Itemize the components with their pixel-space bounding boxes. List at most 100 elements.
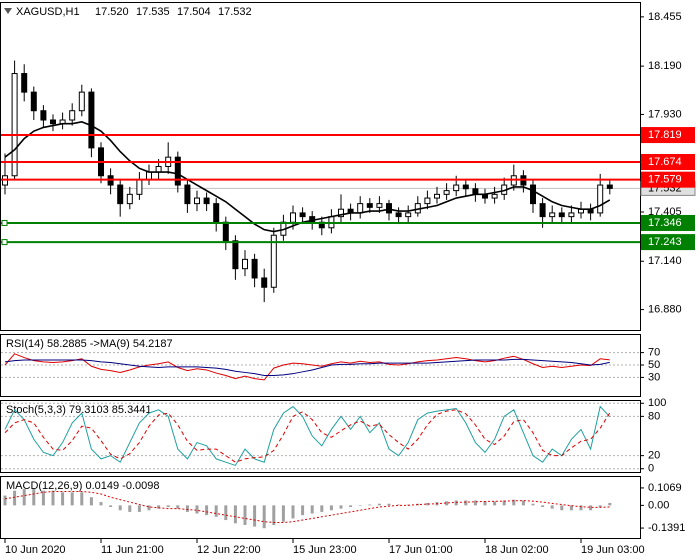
candle-body bbox=[184, 184, 191, 205]
candle-body bbox=[155, 165, 162, 173]
candle-body bbox=[443, 190, 450, 195]
macd-bar bbox=[233, 505, 237, 524]
level-label: 17.819 bbox=[648, 129, 682, 141]
candle-body bbox=[222, 221, 229, 242]
y-tick-label: 16.880 bbox=[648, 303, 682, 315]
candle-body bbox=[50, 119, 56, 125]
chart-title: XAGUSD,H1 bbox=[16, 6, 80, 18]
macd-bar bbox=[272, 505, 276, 525]
y-tick-label: 18.190 bbox=[648, 60, 682, 72]
candle-body bbox=[395, 212, 402, 218]
candle-body bbox=[386, 203, 392, 214]
macd-bar bbox=[358, 505, 362, 506]
macd-bar bbox=[598, 505, 602, 507]
macd-bar bbox=[262, 505, 266, 529]
macd-bar bbox=[464, 500, 468, 506]
candle-body bbox=[453, 184, 460, 192]
macd-bar bbox=[109, 505, 113, 507]
candle-body bbox=[549, 212, 556, 218]
indicator-title: RSI(14) 58.2885 ->MA(9) 54.2187 bbox=[6, 338, 173, 350]
macd-bar bbox=[205, 505, 209, 516]
level-label: 17.674 bbox=[648, 156, 682, 168]
candle-body bbox=[40, 110, 47, 121]
level-label: 17.579 bbox=[648, 174, 682, 186]
macd-bar bbox=[473, 500, 477, 506]
macd-bar bbox=[550, 505, 554, 509]
macd-bar bbox=[377, 503, 381, 506]
candle-body bbox=[606, 184, 613, 189]
quote-high: 17.535 bbox=[136, 6, 170, 18]
macd-bar bbox=[128, 505, 132, 512]
indicator-line bbox=[4, 491, 610, 523]
candle-body bbox=[568, 212, 575, 218]
candle-body bbox=[491, 193, 498, 199]
candle-body bbox=[11, 73, 18, 177]
macd-bar bbox=[137, 505, 141, 512]
candle-body bbox=[472, 188, 479, 195]
macd-bar bbox=[349, 505, 353, 507]
x-tick-label: 17 Jun 01:00 bbox=[389, 544, 453, 556]
macd-bar bbox=[608, 502, 612, 506]
level-label: 17.346 bbox=[648, 217, 682, 229]
panel-frame bbox=[0, 2, 641, 331]
candle-body bbox=[434, 193, 440, 199]
indicator-line bbox=[4, 409, 611, 463]
y-tick-label: 18.455 bbox=[648, 11, 682, 23]
candle-body bbox=[69, 110, 76, 121]
candle-body bbox=[194, 197, 200, 205]
candle-body bbox=[261, 277, 268, 288]
candle-body bbox=[299, 212, 306, 218]
y-tick-label: 100 bbox=[648, 397, 666, 409]
indicator-line bbox=[4, 358, 610, 377]
y-tick-label: 80 bbox=[648, 410, 660, 422]
indicator-line bbox=[4, 405, 611, 467]
x-tick-label: 19 Jun 03:00 bbox=[581, 544, 645, 556]
y-tick-label: 0.1069 bbox=[648, 482, 682, 494]
candle-body bbox=[597, 184, 604, 214]
macd-bar bbox=[541, 505, 545, 507]
level-box bbox=[641, 127, 695, 144]
panel-frame bbox=[0, 400, 641, 473]
macd-bar bbox=[397, 504, 401, 506]
candle-body bbox=[174, 156, 181, 186]
candle-body bbox=[366, 203, 373, 208]
macd-bar bbox=[368, 504, 372, 506]
candle-body bbox=[270, 234, 277, 288]
candle-body bbox=[88, 91, 95, 149]
macd-bar bbox=[80, 492, 84, 506]
candle-body bbox=[213, 203, 220, 223]
candle-body bbox=[21, 73, 28, 93]
candle-body bbox=[558, 212, 565, 218]
macd-bar bbox=[512, 499, 516, 506]
macd-bar bbox=[320, 505, 324, 512]
y-tick-label: 17.140 bbox=[648, 255, 682, 267]
macd-bar bbox=[569, 505, 573, 511]
macd-bar bbox=[483, 501, 487, 506]
indicator-line bbox=[4, 353, 610, 381]
macd-bar bbox=[214, 505, 218, 517]
symbol-icon bbox=[4, 8, 12, 14]
macd-bar bbox=[560, 505, 564, 511]
y-tick-label: -0.1391 bbox=[648, 522, 685, 534]
macd-bar bbox=[445, 501, 449, 506]
candle-body bbox=[462, 184, 469, 190]
macd-bar bbox=[185, 505, 189, 512]
macd-bar bbox=[387, 503, 391, 506]
macd-bar bbox=[118, 505, 122, 511]
level-anchor bbox=[1, 219, 8, 226]
macd-bar bbox=[243, 505, 247, 525]
macd-bar bbox=[176, 505, 180, 509]
macd-bar bbox=[61, 492, 65, 506]
macd-bar bbox=[70, 492, 74, 506]
candle-body bbox=[251, 258, 258, 279]
x-tick-label: 11 Jun 21:00 bbox=[101, 544, 164, 556]
macd-bar bbox=[22, 489, 26, 506]
y-tick-label: 30 bbox=[648, 371, 660, 383]
candle-body bbox=[146, 171, 152, 180]
macd-bar bbox=[579, 505, 583, 511]
macd-bar bbox=[157, 505, 161, 509]
y-tick-label: 70 bbox=[648, 347, 660, 359]
